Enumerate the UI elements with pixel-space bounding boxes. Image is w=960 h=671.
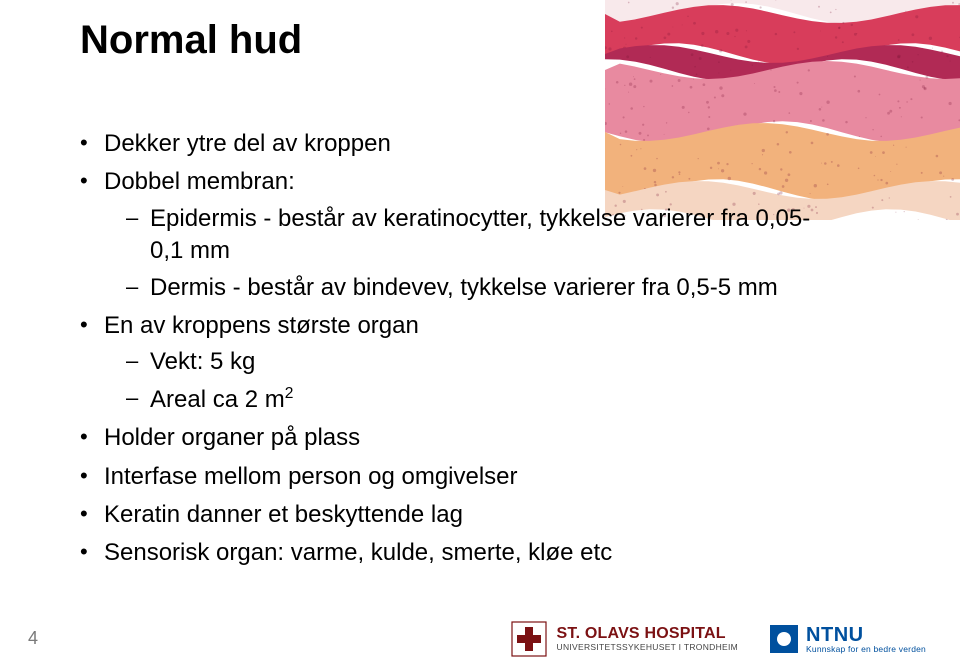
ntnu-icon [770,625,798,653]
stolav-icon [511,621,547,657]
sub-bullet-item: Epidermis - består av keratinocytter, ty… [104,203,840,268]
sub-bullet-item: Areal ca 2 m2 [104,383,840,416]
bullet-item: Keratin danner et beskyttende lag [80,499,840,531]
stolav-tagline: UNIVERSITETSSYKEHUSET I TRONDHEIM [557,643,739,652]
bullet-item: Dekker ytre del av kroppen [80,128,840,160]
ntnu-tagline: Kunnskap for en bedre verden [806,645,926,654]
bullet-text: Interfase mellom person og omgivelser [104,463,518,490]
stolav-logo: ST. OLAVS HOSPITAL UNIVERSITETSSYKEHUSET… [511,621,739,657]
sub-bullet-item: Dermis - består av bindevev, tykkelse va… [104,272,840,304]
bullet-text: Dekker ytre del av kroppen [104,130,391,157]
sub-bullet-text: Vekt: 5 kg [150,348,255,375]
bullet-text: Sensorisk organ: varme, kulde, smerte, k… [104,539,612,566]
sub-bullet-item: Vekt: 5 kg [104,346,840,378]
sub-bullet-text: Epidermis - består av keratinocytter, ty… [150,205,810,264]
bullet-text: Dobbel membran: [104,168,295,195]
bullet-text: Keratin danner et beskyttende lag [104,501,463,528]
slide: Normal hud Dekker ytre del av kroppen Dob… [0,0,960,671]
slide-body: Dekker ytre del av kroppen Dobbel membran… [80,128,840,576]
sub-bullet-text: Areal ca 2 m2 [150,386,293,413]
footer-logos: ST. OLAVS HOSPITAL UNIVERSITETSSYKEHUSET… [511,621,926,657]
sub-bullet-text: Dermis - består av bindevev, tykkelse va… [150,274,778,301]
bullet-item: En av kroppens største organ Vekt: 5 kg Ar… [80,310,840,416]
page-number: 4 [28,628,38,649]
ntnu-name: NTNU [806,625,926,645]
bullet-text: En av kroppens største organ [104,312,419,339]
bullet-item: Sensorisk organ: varme, kulde, smerte, k… [80,537,840,569]
bullet-item: Dobbel membran: Epidermis - består av ker… [80,166,840,304]
bullet-text: Holder organer på plass [104,424,360,451]
page-title: Normal hud [80,18,302,63]
bullet-item: Holder organer på plass [80,422,840,454]
stolav-name: ST. OLAVS HOSPITAL [557,626,739,643]
ntnu-logo: NTNU Kunnskap for en bedre verden [770,625,926,654]
bullet-item: Interfase mellom person og omgivelser [80,461,840,493]
